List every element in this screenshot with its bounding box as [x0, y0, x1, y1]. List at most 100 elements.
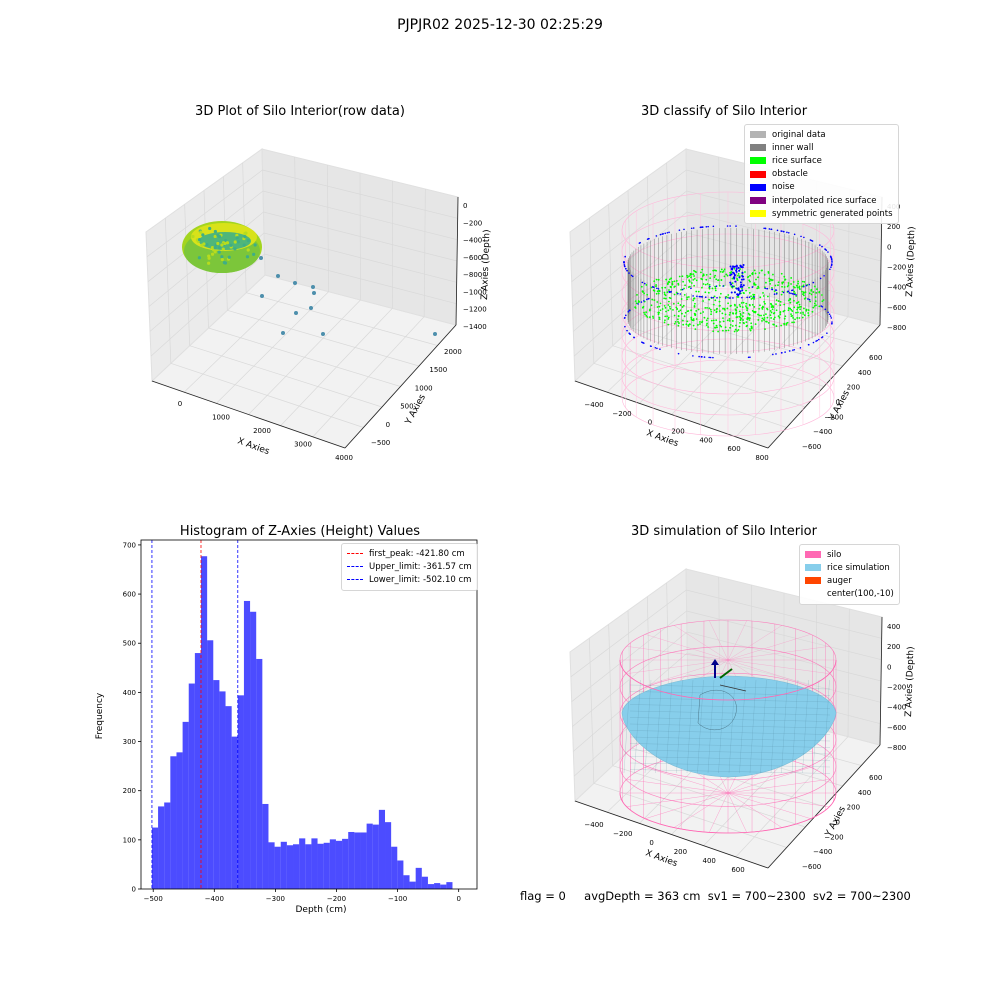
sim-z-tick-5: −600: [887, 724, 906, 732]
classify-noise-cluster: [742, 278, 745, 281]
status-avg-depth: avgDepth = 363 cm: [584, 889, 701, 903]
simulation-silo-roof-spoke: [727, 634, 811, 661]
histogram-y-tick-label: 100: [123, 836, 136, 844]
legend-label: original data: [772, 129, 826, 140]
classify-rice-point: [775, 325, 778, 327]
classify-rice-point: [805, 308, 808, 311]
classify-rice-point: [777, 315, 780, 318]
classify-rice-point: [764, 328, 766, 331]
classify-rice-point: [748, 279, 751, 282]
classify-noise-point: [656, 347, 658, 350]
classify-rice-point: [781, 282, 784, 285]
legend-swatch: [750, 157, 766, 165]
classify-rice-point: [663, 321, 666, 324]
classify-rice-point: [712, 330, 715, 333]
classify-rice-point: [763, 300, 766, 303]
y-axis-line: [767, 324, 881, 449]
classify-noise-point: [623, 265, 626, 268]
raw-point: [222, 260, 227, 265]
histogram-bar-2: [164, 802, 171, 889]
classify-noise-point: [808, 298, 811, 301]
raw-x-tick-4: 4000: [335, 454, 353, 462]
classify-noise-point: [781, 351, 783, 354]
classify-rice-point: [642, 291, 644, 293]
classify-rice-point: [681, 312, 683, 315]
classify-rice-point: [792, 317, 794, 319]
raw-point: [216, 241, 220, 246]
classify-rice-point: [719, 270, 722, 273]
simulation-rice-mesh: [728, 679, 736, 774]
classify-noise-point: [623, 264, 626, 266]
histogram-bar-14: [237, 695, 244, 889]
classify-noise-cluster: [739, 290, 742, 293]
classify-noise-point: [826, 332, 828, 334]
raw-y-tick-1: 0: [386, 421, 390, 429]
classify-rice-point: [787, 309, 790, 312]
raw-point: [191, 234, 195, 239]
raw-point: [220, 257, 224, 262]
classify-rice-point: [752, 311, 755, 313]
legend-label: center(100,-10): [827, 589, 894, 600]
classify-rice-point: [748, 313, 751, 316]
classify-rice-point: [793, 290, 796, 293]
classify-noise-point: [782, 291, 785, 294]
classify-rice-point: [684, 284, 686, 287]
classify-rice-point: [657, 313, 660, 316]
legend-swatch: [750, 131, 766, 139]
simulation-silo-floor-spoke: [727, 792, 830, 807]
classify-rice-point: [731, 325, 734, 327]
classify-rice-point: [714, 274, 717, 277]
classify-rice-point: [736, 316, 739, 318]
classify-rice-point: [766, 295, 769, 298]
legend-label: interpolated rice surface: [772, 195, 877, 206]
classify-rice-point: [779, 304, 782, 307]
classify-rice-point: [645, 284, 648, 286]
classify-rice-point: [704, 283, 707, 286]
raw-point: [210, 252, 215, 256]
classify-rice-point: [822, 299, 825, 301]
classify-rice-point: [746, 318, 749, 321]
classify-rice-point: [732, 312, 735, 315]
classify-noise-point: [623, 261, 625, 263]
classify-noise-point: [692, 355, 694, 357]
classify-noise-point: [646, 298, 648, 301]
classify-rice-point: [697, 324, 699, 326]
histogram-reference-lines: [151, 540, 239, 889]
classify-rice-point: [655, 292, 658, 295]
classify-noise-point: [793, 293, 796, 296]
classify-rice-point: [798, 317, 801, 319]
sim-y-tick-6: 600: [869, 774, 882, 782]
classify-noise-point: [699, 226, 702, 229]
classify-rice-point: [780, 272, 783, 275]
classify-noise-point: [707, 225, 709, 228]
classify-noise-point: [666, 231, 669, 234]
classify-noise-cluster: [738, 276, 741, 279]
x-axis-line: [151, 380, 346, 449]
classify-rice-point: [795, 284, 798, 287]
raw-outlier-point: [260, 294, 264, 298]
classify-rice-point: [758, 314, 761, 317]
histogram-x-tick-label: −200: [327, 895, 346, 903]
simulation-3d-plot: −400 −200 0 200 400 600 −600 −400 −200 0 200 400 600…: [569, 568, 916, 874]
classify-noise-point: [776, 229, 779, 232]
classify-noise-point: [816, 339, 819, 342]
histogram-bar-15: [243, 600, 251, 889]
raw-3d-plot: 0 1000 2000 3000 4000 −500 0 500 1000 1500 2000 0 −2…: [145, 148, 492, 462]
simulation-auger-arrow: [711, 659, 719, 665]
classify-noise-point: [807, 298, 809, 300]
classify-rice-point: [701, 320, 704, 323]
classify-rice-point: [682, 280, 685, 283]
classify-noise-point: [668, 291, 671, 294]
raw-x-tick-1: 1000: [212, 414, 230, 422]
classify-noise-point: [748, 296, 751, 299]
sim-z-tick-0: 400: [887, 623, 900, 631]
classify-rice-point: [667, 316, 670, 319]
classify-noise-point: [679, 293, 682, 295]
sim-z-tick-4: −400: [887, 704, 906, 712]
sim-x-tick-0: −400: [584, 821, 603, 829]
classify-rice-point: [761, 317, 764, 320]
classify-rice-point: [720, 279, 723, 281]
classify-noise-point: [747, 356, 750, 359]
histogram-bar-33: [354, 832, 361, 889]
classify-rice-point: [773, 312, 776, 314]
